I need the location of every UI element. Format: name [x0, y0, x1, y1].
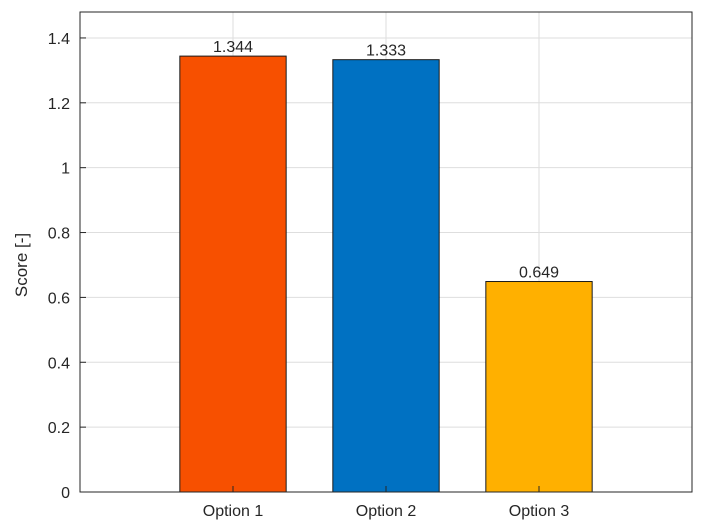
y-tick-label: 0	[61, 485, 70, 502]
y-tick-label: 0.8	[48, 226, 70, 243]
x-tick-label: Option 1	[203, 503, 264, 520]
y-axis-ticks: 0 0.2 0.4 0.6 0.8 1 1.2 1.4	[48, 31, 86, 502]
bar-1	[179, 55, 287, 493]
y-tick-label: 1.2	[48, 96, 70, 113]
y-axis-label: Score [-]	[12, 233, 31, 297]
y-tick-label: 0.2	[48, 420, 70, 437]
bar-value-label: 1.333	[366, 43, 406, 60]
x-tick-label: Option 3	[509, 503, 570, 520]
bar-3	[485, 281, 593, 493]
y-tick-label: 1	[61, 161, 70, 178]
y-tick-label: 1.4	[48, 31, 70, 48]
x-axis-ticks: Option 1 Option 2 Option 3	[203, 486, 570, 520]
bar-2	[332, 59, 440, 493]
y-tick-label: 0.6	[48, 290, 70, 307]
data-labels: 1.344 1.333 0.649	[213, 39, 559, 281]
bar-value-label: 0.649	[519, 265, 559, 282]
bars	[179, 55, 593, 493]
bar-value-label: 1.344	[213, 39, 253, 56]
x-tick-label: Option 2	[356, 503, 417, 520]
y-tick-label: 0.4	[48, 355, 70, 372]
